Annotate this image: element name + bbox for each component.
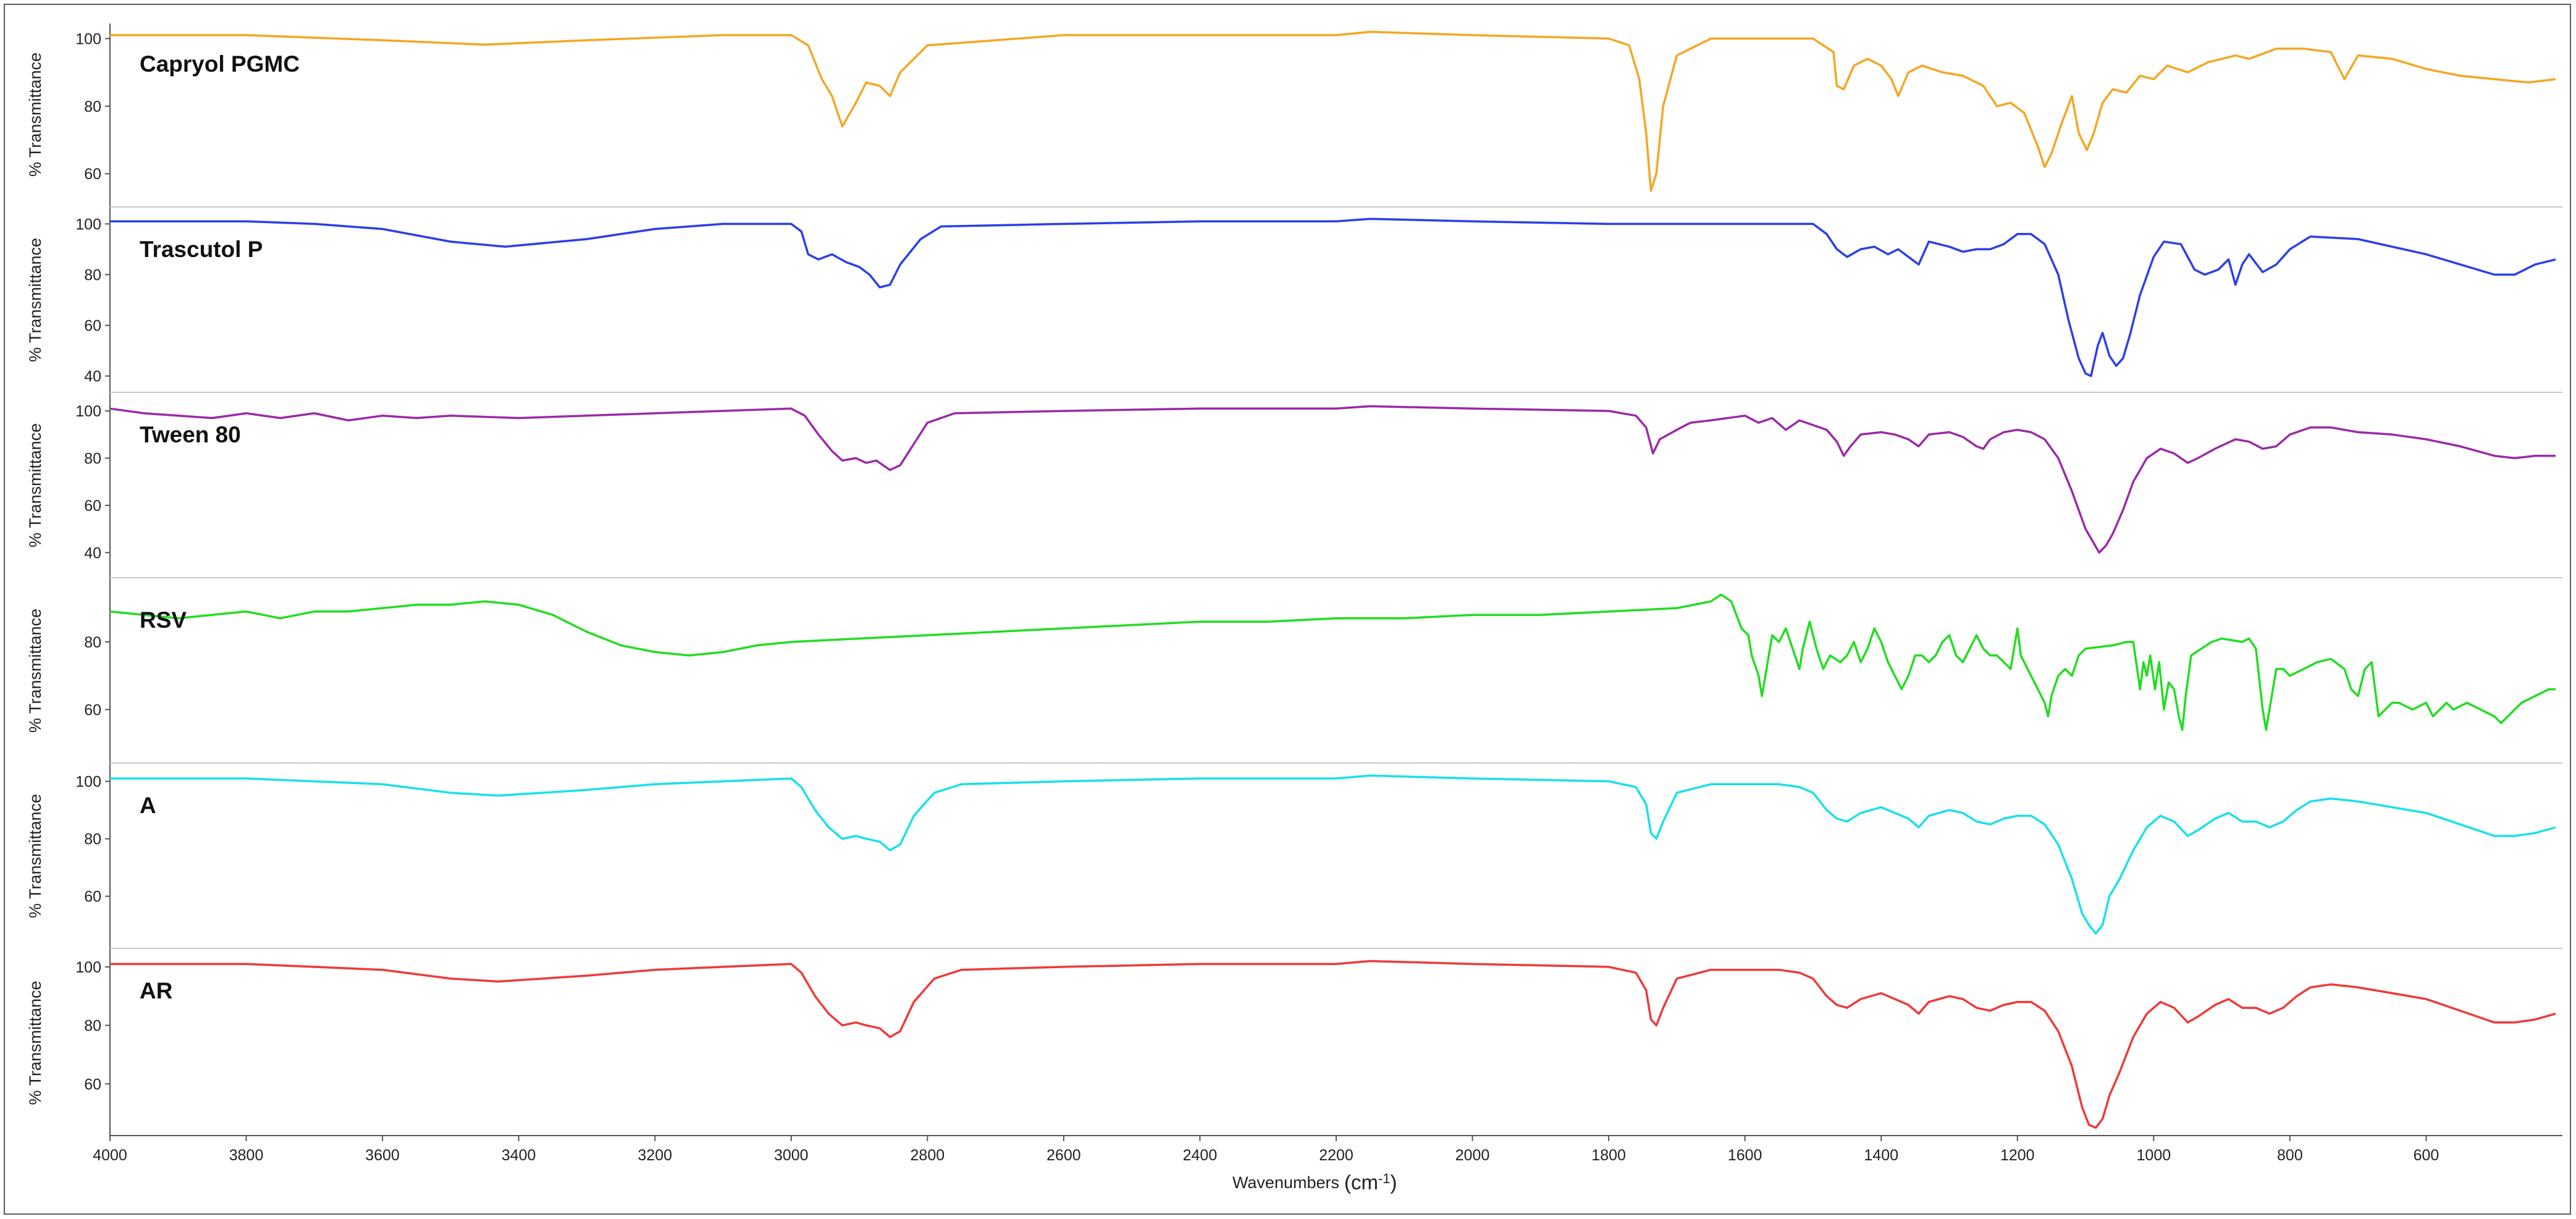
figure-frame: 100 80 60 % Transmittance Capryol PGMC 100 80 6… — [4, 4, 2571, 1215]
panel-6: 100 80 60 % Transmittance AR — [26, 948, 2562, 1129]
series-label: Tween 80 — [140, 422, 241, 447]
x-tick-label: 600 — [2414, 1147, 2439, 1164]
y-axis-label: % Transmittance — [26, 609, 44, 733]
x-tick-label: 4000 — [93, 1147, 127, 1164]
y-tick-label: 40 — [84, 368, 101, 386]
x-tick-label: 1600 — [1728, 1147, 1762, 1164]
x-tick-label: 3200 — [638, 1147, 672, 1164]
panel-1: 100 80 60 % Transmittance Capryol PGMC — [26, 30, 2556, 192]
x-tick-label: 1200 — [2000, 1147, 2035, 1164]
y-tick-label: 80 — [84, 266, 101, 284]
x-tick-label: 2400 — [1183, 1147, 1218, 1164]
panel-5: 100 80 60 % Transmittance A — [26, 762, 2562, 935]
series-line-6 — [110, 960, 2556, 1129]
series-line-4 — [109, 593, 2556, 731]
panel-2: 100 80 60 40 % Transmittance Trascutol P — [26, 206, 2562, 386]
series-label: Capryol PGMC — [140, 51, 300, 77]
x-tick-label: 3600 — [365, 1147, 400, 1164]
panels-layer: 100 80 60 % Transmittance Capryol PGMC 100 80 6… — [26, 23, 2562, 1136]
x-tick-label: 800 — [2277, 1147, 2303, 1164]
series-label: Trascutol P — [140, 237, 263, 262]
y-tick-label: 100 — [75, 216, 101, 233]
series-line-1 — [110, 30, 2556, 192]
y-axis-label: % Transmittance — [26, 53, 44, 177]
y-tick-label: 80 — [84, 1018, 101, 1035]
series-label: A — [140, 793, 156, 818]
x-tick-label: 1000 — [2137, 1147, 2171, 1164]
y-tick-label: 60 — [84, 1076, 101, 1093]
panel-4: 80 60 % Transmittance RSV — [26, 577, 2562, 733]
y-tick-label: 80 — [84, 98, 101, 116]
x-tick-label: 2800 — [911, 1147, 945, 1164]
y-tick-label: 100 — [75, 959, 101, 976]
y-tick-label: 60 — [84, 497, 101, 515]
y-tick-label: 40 — [84, 544, 101, 562]
y-axis-label: % Transmittance — [26, 423, 44, 547]
series-line-5 — [110, 774, 2556, 935]
x-tick-label: 1400 — [1864, 1147, 1898, 1164]
y-axis-label: % Transmittance — [26, 238, 44, 362]
x-axis: 4000 3800 3600 3400 3200 3000 2800 2600 2400 2200… — [93, 1135, 2562, 1164]
x-tick-label: 3800 — [229, 1147, 264, 1164]
y-axis-label: % Transmittance — [26, 794, 44, 918]
y-tick-label: 60 — [84, 701, 101, 719]
ftir-spectra-chart: 100 80 60 % Transmittance Capryol PGMC 100 80 6… — [26, 23, 2562, 1194]
y-tick-label: 80 — [84, 634, 101, 651]
y-tick-label: 100 — [75, 30, 101, 48]
x-axis-unit-close: ) — [1391, 1171, 1397, 1194]
series-label: RSV — [140, 607, 187, 633]
series-line-2 — [110, 217, 2556, 378]
x-tick-label: 3000 — [774, 1147, 809, 1164]
y-axis-label: % Transmittance — [26, 981, 44, 1105]
series-line-3 — [109, 405, 2556, 554]
x-tick-label: 2600 — [1046, 1147, 1081, 1164]
y-tick-label: 100 — [75, 774, 101, 791]
panel-3: 100 80 60 40 % Transmittance Tween 80 — [26, 392, 2562, 562]
x-axis-unit-text: (cm — [1344, 1171, 1378, 1194]
y-tick-label: 100 — [75, 403, 101, 420]
x-axis-label: Wavenumbers — [1232, 1173, 1339, 1192]
y-tick-label: 60 — [84, 318, 101, 335]
y-tick-label: 80 — [84, 450, 101, 468]
x-tick-label: 2000 — [1455, 1147, 1490, 1164]
x-axis-unit-sup: -1 — [1378, 1171, 1391, 1186]
y-tick-label: 60 — [84, 888, 101, 906]
y-tick-label: 80 — [84, 831, 101, 848]
x-tick-label: 3400 — [502, 1147, 536, 1164]
x-tick-label: 1800 — [1591, 1147, 1626, 1164]
x-axis-unit: (cm-1) — [1344, 1171, 1397, 1194]
y-tick-label: 60 — [84, 166, 101, 183]
series-label: AR — [140, 978, 172, 1003]
x-tick-label: 2200 — [1319, 1147, 1353, 1164]
